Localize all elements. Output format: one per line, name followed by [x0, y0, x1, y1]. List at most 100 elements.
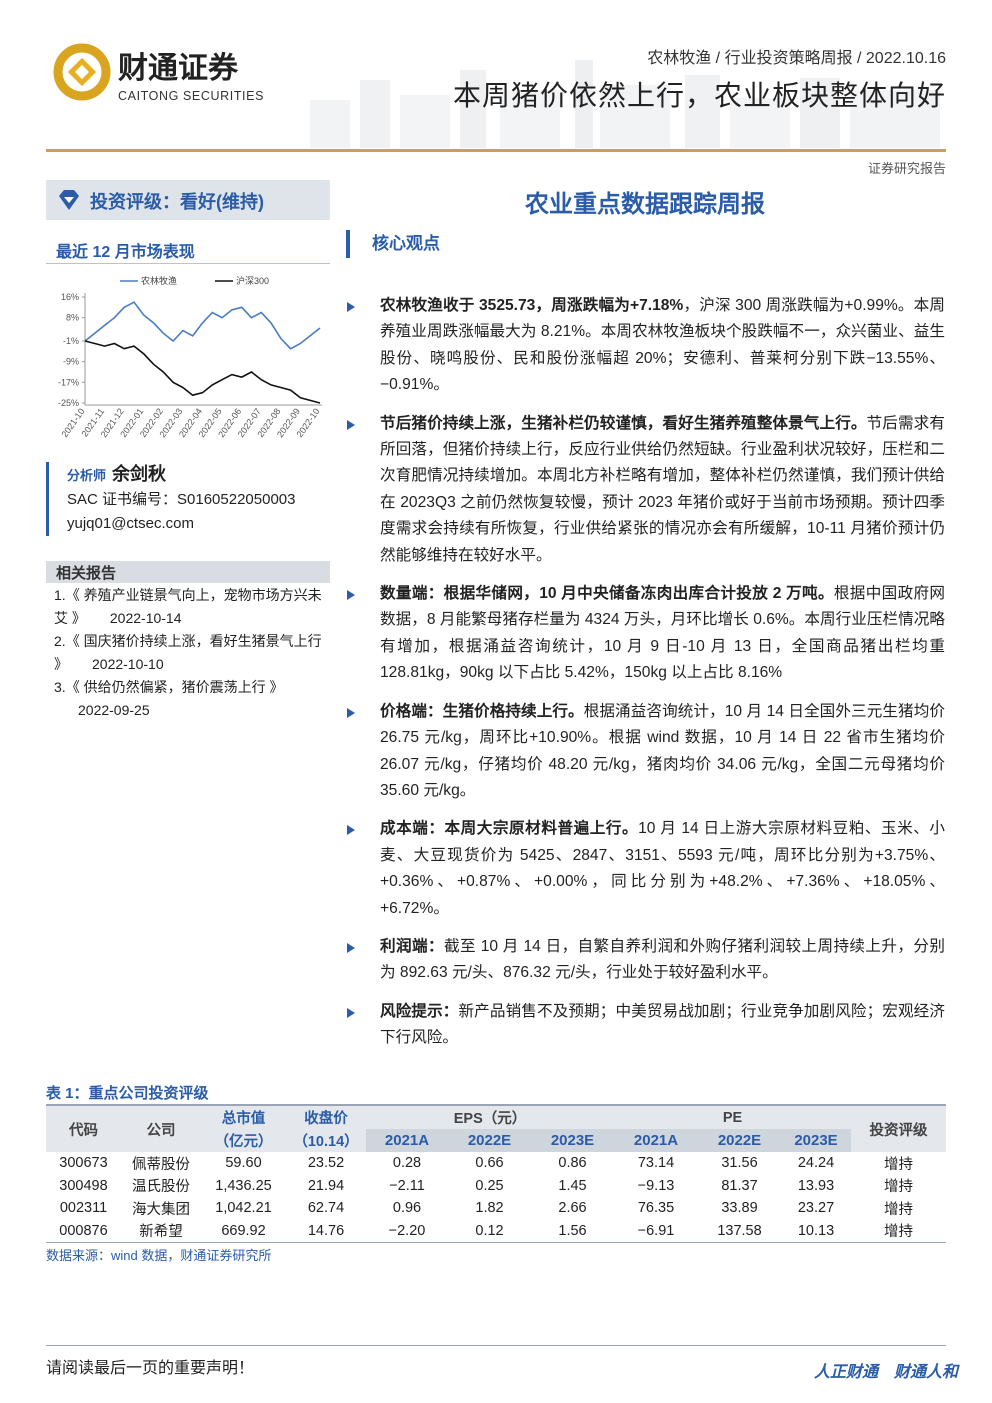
table-body: 300673 佩蒂股份 59.60 23.52 0.28 0.66 0.86 73.14 31.… [46, 1152, 946, 1243]
analyst-info: 分析师 余剑秋 SAC 证书编号：S0160522050003 yujq01@ct… [46, 462, 330, 536]
table-cell: 137.58 [698, 1219, 781, 1243]
table-cell: 10.13 [781, 1219, 851, 1243]
head-cell: 公司 [121, 1104, 201, 1152]
footer-notice: 请阅读最后一页的重要声明！ [46, 1360, 255, 1377]
header-rule [46, 149, 946, 152]
head-cell: 代码 [46, 1104, 121, 1152]
y-tick-label: -17% [58, 377, 79, 387]
table-cell: −6.91 [614, 1219, 698, 1243]
year-cell: 2023E [531, 1129, 614, 1152]
head-cell: （亿元） [201, 1129, 286, 1152]
main-title: 农业重点数据跟踪周报 [525, 191, 765, 218]
analyst-label: 分析师 [67, 468, 107, 483]
rating-text: 投资评级：看好(维持) [90, 192, 264, 212]
table-cell: 23.52 [307, 1155, 345, 1172]
logo-ring [53, 43, 111, 101]
table-cell: 62.74 [307, 1200, 345, 1217]
rating-box: 投资评级：看好(维持) [46, 180, 330, 220]
table-cell: 21.94 [307, 1177, 345, 1194]
point-body: ，沪深 300 周涨跌幅为+0.99%。本周养殖业周跌涨幅最大为 8.21%。本… [380, 297, 945, 394]
table-cell: 33.89 [721, 1200, 758, 1217]
rating-icon [59, 190, 79, 210]
related-item: 3.《 供给仍然偏紧，猪价震荡上行 》 2022-09-25 [54, 676, 326, 722]
report-meta: 农林牧渔 / 行业投资策略周报 / 2022.10.16 [647, 50, 946, 67]
legend-label: 沪深300 [236, 275, 269, 286]
table-cell: 增持 [851, 1219, 946, 1243]
table-row: 002311 海大集团 1,042.21 62.74 0.96 1.82 2.66 76.35… [46, 1197, 946, 1220]
year-cell: 2021A [614, 1129, 698, 1152]
related-date: 2022-10-14 [109, 610, 182, 626]
logo-en: CAITONG SECURITIES [118, 89, 264, 103]
table-cell: 0.25 [475, 1177, 504, 1194]
table-cell: 1.45 [558, 1177, 587, 1194]
core-point: 价格端：生猪价格持续上行。根据涌益咨询统计，10 月 14 日全国外三元生猪均价… [347, 699, 945, 805]
analyst-email: yujq01@ctsec.com [67, 515, 194, 532]
point-body: 新产品销售不及预期；中美贸易战加剧；行业竞争加剧风险；宏观经济下行风险。 [380, 1002, 945, 1047]
related-title: 《 养殖产业链景气向上，宠物市场方兴未艾 》 [54, 587, 322, 626]
point-body: 节后需求有所回落，但猪价持续上行，反应行业供给仍然短缺。行业盈利状况较好，压栏和… [380, 414, 945, 564]
table-cell: 0.12 [448, 1219, 531, 1243]
table-cell: 31.56 [721, 1155, 758, 1172]
performance-title: 最近 12 月市场表现 [56, 244, 195, 261]
related-item: 2.《 国庆猪价持续上涨，看好生猪景气上行 》 2022-10-10 [54, 630, 326, 676]
table-cell: 24.24 [797, 1155, 835, 1172]
related-num: 2. [54, 633, 66, 649]
core-point: 农林牧渔收于 3525.73，周涨跌幅为+7.18%，沪深 300 周涨跌幅为+… [347, 293, 945, 399]
table-cell: 300498 [59, 1177, 108, 1194]
bullet-arrow [347, 825, 355, 836]
analyst-row: 分析师 余剑秋 [67, 462, 330, 488]
point-lead: 利润端： [380, 937, 444, 955]
y-tick-label: -25% [58, 398, 79, 408]
table-cell: 13.93 [797, 1177, 835, 1194]
point-lead: 风险提示： [380, 1002, 459, 1020]
related-date: 2022-09-25 [78, 702, 150, 718]
table-cell: 增持 [884, 1156, 913, 1173]
footer-slogan: 人正财通 财通人和 [813, 1364, 958, 1381]
head-cell: 投资评级 [851, 1104, 946, 1152]
core-point: 成本端：本周大宗原材料普遍上行。10 月 14 日上游大宗原材料豆粕、玉米、小麦… [347, 816, 945, 922]
footer-rule [46, 1345, 946, 1346]
related-num: 3. [54, 679, 66, 695]
analyst-name: 余剑秋 [112, 464, 167, 484]
bullet-arrow [347, 1007, 355, 1018]
point-body: 10 月 14 日上游大宗原材料豆粕、玉米、小麦、大豆现货价为 5425、284… [380, 820, 945, 917]
table-caption: 表 1：重点公司投资评级 [46, 1085, 209, 1102]
head-cell: EPS（元） [366, 1104, 614, 1129]
year-cell: 2022E [448, 1129, 531, 1152]
section-title: 核心观点 [346, 230, 440, 258]
related-title: 相关报告 [56, 565, 117, 582]
table-cell: 1,042.21 [215, 1200, 272, 1217]
table-cell: 669.92 [201, 1219, 286, 1243]
table-cell: 海大集团 [132, 1201, 190, 1218]
year-cell: 2022E [698, 1129, 781, 1152]
skyline-decoration [310, 60, 940, 148]
y-tick-label: -1% [63, 336, 79, 346]
table-source: 数据来源：wind 数据，财通证券研究所 [46, 1248, 272, 1263]
table-cell: −9.13 [637, 1177, 675, 1194]
bullet-arrow [347, 419, 355, 430]
table-cell: 佩蒂股份 [132, 1156, 190, 1173]
table-cell: 73.14 [637, 1155, 675, 1172]
table-row: 300498 温氏股份 1,436.25 21.94 −2.11 0.25 1.45 −9.1… [46, 1175, 946, 1198]
headline: 本周猪价依然上行，农业板块整体向好 [452, 80, 946, 111]
logo: 财通证券 CAITONG SECURITIES [53, 43, 264, 103]
table-cell: −2.11 [389, 1177, 425, 1194]
y-tick-label: 16% [61, 292, 79, 302]
point-lead: 数量端：根据华储网，10 月中央储备冻肉出库合计投放 2 万吨。 [380, 585, 834, 603]
bullet-arrow [347, 707, 355, 718]
point-body: 根据中国政府网数据，8 月能繁母猪存栏量为 4324 万头，月环比增长 0.6%… [380, 585, 945, 682]
related-title: 《 国庆猪价持续上涨，看好生猪景气上行 》 [54, 633, 322, 672]
table-cell: 0.66 [475, 1155, 504, 1172]
table-cell: 76.35 [637, 1200, 675, 1217]
logo-cn: 财通证券 [118, 52, 239, 85]
table-cell: 新希望 [121, 1219, 201, 1243]
related-date: 2022-10-10 [92, 656, 164, 672]
table-cell: 1.82 [475, 1200, 504, 1217]
table-cell: 300673 [59, 1155, 108, 1172]
legend-label: 农林牧渔 [141, 275, 177, 286]
table-cell: 增持 [884, 1201, 913, 1218]
table-cell: 002311 [59, 1200, 108, 1217]
table-cell: 000876 [46, 1219, 121, 1243]
point-lead: 农林牧渔收于 3525.73，周涨跌幅为+7.18% [380, 297, 684, 314]
